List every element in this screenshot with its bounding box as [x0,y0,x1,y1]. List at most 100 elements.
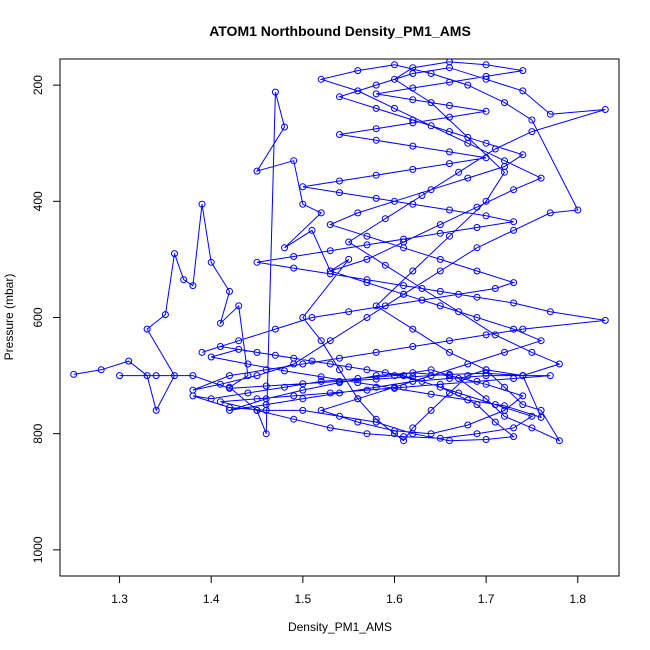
data-point [482,395,490,403]
data-point [473,430,481,438]
data-point [299,183,307,191]
data-point [281,383,288,391]
data-point [409,116,417,124]
data-point [253,167,261,175]
plot-frame [59,58,620,577]
data-point [391,430,398,438]
y-tick-label: 200 [31,75,45,95]
data-point [473,244,481,252]
data-point [326,337,334,345]
data-point [473,203,481,211]
data-point [510,226,518,234]
data-point [345,363,353,371]
data-point [418,377,426,385]
data-point [510,375,518,382]
data-point [226,287,233,295]
data-point [501,168,508,176]
data-point [528,128,536,136]
data-point [409,343,417,350]
data-point [336,389,343,397]
data-point [491,401,499,409]
data-point [409,325,417,333]
data-point [546,110,554,118]
data-point [354,209,362,217]
data-point [372,171,380,179]
data-point [381,369,389,377]
y-tick-label: 1000 [31,536,45,563]
data-point [308,357,316,365]
data-point [436,302,444,310]
data-point [464,360,472,368]
data-point [427,390,435,398]
data-point [427,430,435,438]
data-point [446,128,453,136]
data-point [473,267,481,275]
data-point [97,366,105,374]
data-point [436,434,444,442]
data-point [354,375,362,382]
data-point [372,302,380,310]
data-point [381,302,389,310]
data-point [336,189,343,197]
data-point [546,308,554,316]
data-point [125,357,133,365]
data-point [326,247,334,255]
data-point [510,218,518,226]
data-point [409,119,417,127]
data-point [482,154,490,162]
data-point [336,377,343,385]
x-axis: 1.3 1.4 1.5 1.6 1.7 1.8 [111,575,586,606]
data-point [409,373,417,381]
data-point [290,415,298,423]
data-point [519,372,527,380]
data-point [189,372,197,380]
data-point [161,311,169,319]
data-point [528,424,536,432]
data-point [510,299,518,307]
x-tick-label: 1.5 [295,592,312,606]
data-point [381,215,389,223]
data-point [336,177,343,185]
data-point [482,107,490,115]
data-point [171,372,178,380]
data-point [391,75,398,83]
data-point [400,235,408,243]
data-point [501,383,508,391]
data-point [326,221,334,229]
data-point [198,348,206,356]
data-point [152,372,160,380]
data-point [262,366,270,374]
data-point [226,404,233,411]
data-point [363,276,371,284]
data-point [372,90,380,98]
data-point [482,331,490,339]
x-tick-label: 1.7 [478,592,495,606]
data-point [427,372,435,380]
y-tick-label: 800 [31,423,45,443]
data-point [299,380,307,388]
data-point [281,367,288,375]
data-point [253,258,261,266]
data-point [372,136,380,144]
data-point [436,383,444,391]
data-point [189,282,197,290]
data-point [427,406,435,414]
x-tick-label: 1.8 [569,592,586,606]
data-point [519,151,527,159]
data-point [446,348,453,356]
data-point [354,379,362,387]
data-point [519,392,527,400]
data-point [354,395,362,403]
data-point [308,226,316,234]
data-point [400,372,408,380]
data-point [501,406,508,414]
data-point [491,285,499,292]
data-point [482,380,490,388]
data-point [180,276,188,284]
data-point [299,360,307,368]
data-point [391,197,398,205]
data-point [244,389,252,397]
data-point [409,200,417,208]
data-point [482,212,490,220]
data-point [345,238,353,246]
